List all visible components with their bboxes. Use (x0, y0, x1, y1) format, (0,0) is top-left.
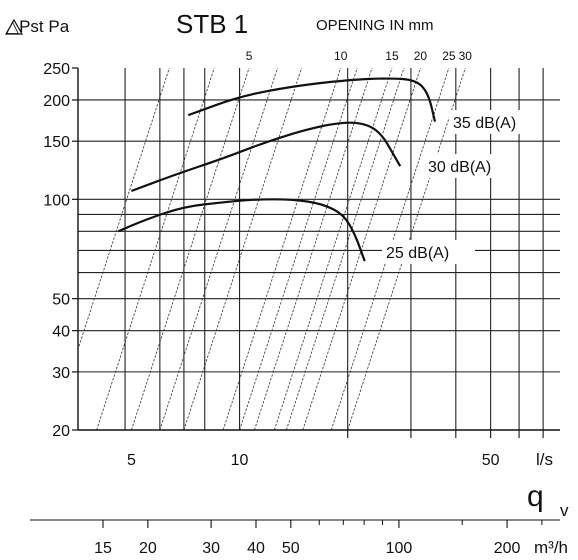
opening-line (254, 68, 373, 430)
x-unit-label: l/s (536, 450, 553, 469)
opening-tick-labels: 5 10 15 20 25 30 (246, 49, 473, 63)
opening-line (78, 68, 170, 351)
opening-tick-label: 10 (334, 49, 348, 63)
opening-line (222, 68, 342, 430)
curve-label-background (449, 110, 542, 134)
quantity-symbol: q (527, 480, 544, 513)
curve-line (131, 121, 402, 193)
secondary-tick-label: 15 (94, 540, 112, 557)
opening-label: OPENING IN mm (316, 17, 434, 34)
secondary-x-axis (30, 519, 560, 528)
curve-line (187, 77, 437, 122)
opening-tick-label: 5 (246, 49, 253, 63)
sound-level-curves (117, 77, 437, 262)
secondary-tick-label: 30 (202, 540, 220, 557)
secondary-tick-label: 40 (247, 540, 265, 557)
y-tick-label: 40 (52, 324, 70, 341)
x-tick-label: 5 (127, 452, 136, 469)
y-tick-label: 30 (52, 365, 70, 382)
delta-triangle-icon (4, 18, 24, 35)
curve-label-background (424, 154, 517, 178)
curve-line (117, 198, 366, 262)
pressure-label: △Pst Pa (6, 17, 70, 36)
x-tick-label: 10 (231, 452, 249, 469)
y-tick-label: 150 (43, 134, 70, 151)
curve-label: 35 dB(A) (453, 115, 516, 132)
y-tick-label: 100 (43, 192, 70, 209)
opening-tick-label: 15 (385, 49, 399, 63)
y-gridlines (78, 99, 560, 431)
axes (72, 67, 560, 438)
opening-tick-label: 30 (459, 49, 473, 63)
curve-labels: 25 dB(A) 30 dB(A) 35 dB(A) (382, 110, 542, 264)
chart-title: STB 1 (176, 9, 248, 39)
secondary-x-tick-labels: 15 20 30 40 50 100 200 (94, 540, 520, 557)
quantity-subscript: v (560, 501, 569, 520)
opening-line (183, 68, 302, 430)
y-tick-labels: 20 30 40 50 100 150 200 250 (43, 61, 70, 440)
opening-line (159, 68, 278, 430)
y-tick-label: 200 (43, 93, 70, 110)
x-tick-labels: 5 10 50 (127, 452, 500, 469)
x-unit-secondary-label: m³/h (534, 538, 568, 557)
opening-line (285, 68, 405, 430)
header: △Pst Pa STB 1 OPENING IN mm (4, 9, 434, 39)
opening-line (96, 68, 215, 430)
y-tick-label: 250 (43, 61, 70, 78)
opening-line (239, 68, 358, 430)
curve-label-background (382, 240, 475, 264)
x-tick-label: 50 (482, 452, 500, 469)
secondary-tick-label: 200 (494, 540, 521, 557)
curve-label: 30 dB(A) (428, 159, 491, 176)
secondary-tick-label: 50 (282, 540, 300, 557)
y-tick-label: 20 (52, 423, 70, 440)
secondary-tick-label: 100 (386, 540, 413, 557)
curve-label: 25 dB(A) (386, 245, 449, 262)
y-tick-label: 50 (52, 292, 70, 309)
opening-line (131, 68, 250, 430)
opening-tick-label: 20 (414, 49, 428, 63)
opening-tick-label: 25 (442, 49, 456, 63)
opening-lines (78, 68, 466, 430)
secondary-tick-label: 20 (139, 540, 157, 557)
opening-line (302, 68, 421, 430)
